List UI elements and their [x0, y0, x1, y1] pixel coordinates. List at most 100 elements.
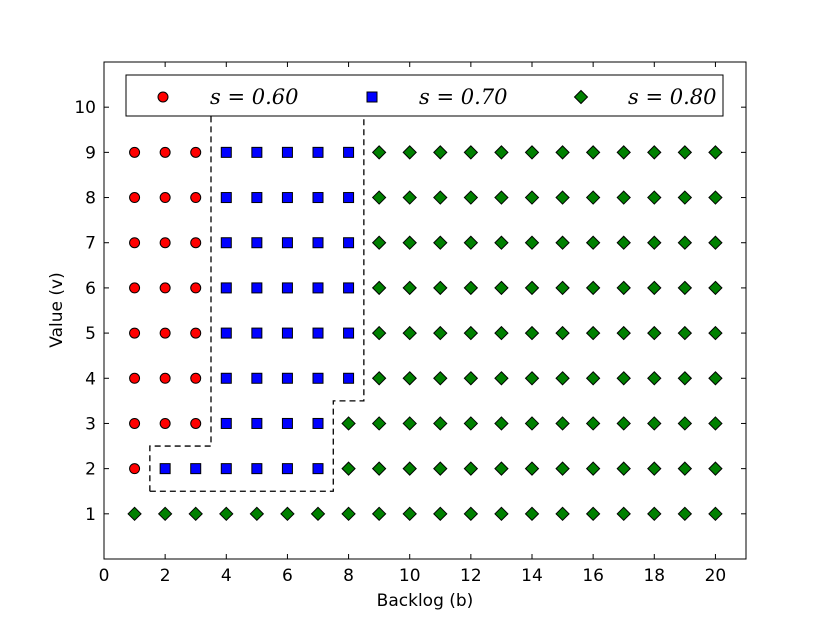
data-point-diamond — [402, 145, 417, 160]
data-point-square — [251, 417, 263, 429]
x-tick-label: 2 — [160, 566, 171, 586]
data-point-diamond — [647, 235, 662, 250]
data-point-circle — [190, 417, 202, 429]
data-point-circle — [129, 417, 141, 429]
data-point-diamond — [616, 235, 631, 250]
boundary-line — [149, 84, 365, 492]
data-point-diamond — [402, 190, 417, 205]
data-point-circle — [190, 192, 202, 204]
y-axis-ticks: 1 2 3 4 5 6 7 8 9 10 — [74, 98, 746, 525]
data-point-square — [220, 192, 232, 204]
data-point-diamond — [463, 416, 479, 431]
data-point-diamond — [402, 416, 417, 431]
data-point-diamond — [708, 235, 723, 250]
y-tick-label: 2 — [85, 460, 96, 480]
data-point-diamond — [708, 416, 723, 431]
data-point-diamond — [585, 371, 601, 386]
data-point-square — [312, 282, 324, 294]
data-point-diamond — [371, 190, 387, 205]
data-point-square — [312, 327, 324, 339]
data-point-circle — [190, 327, 202, 339]
data-point-diamond — [647, 190, 662, 205]
data-point-diamond — [371, 145, 387, 160]
boundary-lines — [149, 84, 365, 492]
data-point-diamond — [647, 325, 662, 341]
data-point-diamond — [402, 371, 417, 386]
data-point-diamond — [463, 325, 479, 341]
data-point-diamond — [433, 145, 448, 160]
data-point-diamond — [524, 280, 540, 296]
x-axis-ticks: 0 2 4 6 8 10 12 14 16 18 20 — [99, 62, 727, 586]
data-point-circle — [159, 192, 171, 204]
data-point-diamond — [371, 235, 387, 250]
data-point-diamond — [616, 325, 631, 341]
data-point-diamond — [708, 145, 723, 160]
x-tick-label: 20 — [705, 566, 727, 586]
data-point-square — [281, 282, 293, 294]
y-tick-label: 6 — [85, 279, 96, 299]
data-point-circle — [129, 463, 141, 475]
data-point-circle — [159, 282, 171, 294]
boundary-line — [149, 84, 212, 492]
data-point-circle — [129, 192, 141, 204]
data-point-diamond — [677, 506, 693, 522]
data-point-diamond — [463, 145, 479, 160]
legend-label: s = 0.60 — [210, 85, 298, 109]
data-point-diamond — [677, 145, 693, 160]
data-point-square — [281, 327, 293, 339]
x-tick-label: 12 — [460, 566, 482, 586]
data-point-circle — [190, 282, 202, 294]
legend-marker-diamond — [573, 89, 589, 105]
data-point-square — [312, 372, 324, 384]
data-point-square — [343, 282, 355, 294]
data-point-diamond — [402, 325, 417, 341]
data-point-diamond — [616, 371, 631, 386]
data-point-diamond — [524, 325, 540, 341]
data-point-diamond — [585, 325, 601, 341]
data-point-diamond — [585, 145, 601, 160]
data-point-diamond — [647, 371, 662, 386]
data-point-diamond — [433, 461, 448, 476]
data-point-diamond — [219, 506, 234, 522]
data-point-square — [251, 463, 263, 475]
data-point-circle — [190, 237, 202, 249]
data-point-diamond — [647, 461, 662, 476]
data-point-diamond — [463, 461, 479, 476]
y-tick-label: 5 — [85, 324, 96, 344]
x-tick-label: 4 — [221, 566, 232, 586]
data-point-diamond — [555, 506, 570, 522]
data-point-diamond — [555, 416, 570, 431]
data-point-diamond — [677, 235, 693, 250]
data-point-diamond — [555, 325, 570, 341]
data-point-diamond — [494, 145, 509, 160]
data-point-diamond — [524, 145, 540, 160]
data-point-diamond — [157, 506, 173, 522]
data-point-diamond — [463, 235, 479, 250]
data-point-diamond — [341, 416, 356, 431]
data-point-circle — [159, 146, 171, 158]
data-point-diamond — [371, 280, 387, 296]
data-point-diamond — [402, 280, 417, 296]
data-point-square — [220, 417, 232, 429]
data-point-diamond — [433, 371, 448, 386]
data-point-diamond — [677, 325, 693, 341]
data-point-diamond — [494, 235, 509, 250]
y-tick-label: 1 — [85, 505, 96, 525]
data-point-diamond — [585, 235, 601, 250]
data-point-circle — [159, 372, 171, 384]
data-point-diamond — [494, 325, 509, 341]
data-point-diamond — [524, 416, 540, 431]
data-point-diamond — [433, 416, 448, 431]
y-tick-label: 9 — [85, 143, 96, 163]
x-tick-label: 18 — [643, 566, 665, 586]
data-point-diamond — [616, 145, 631, 160]
data-point-diamond — [616, 416, 631, 431]
data-point-diamond — [463, 371, 479, 386]
data-point-diamond — [463, 280, 479, 296]
data-point-diamond — [585, 506, 601, 522]
data-point-diamond — [371, 416, 387, 431]
x-tick-label: 6 — [282, 566, 293, 586]
data-point-diamond — [708, 506, 723, 522]
data-point-diamond — [708, 280, 723, 296]
data-point-diamond — [524, 235, 540, 250]
